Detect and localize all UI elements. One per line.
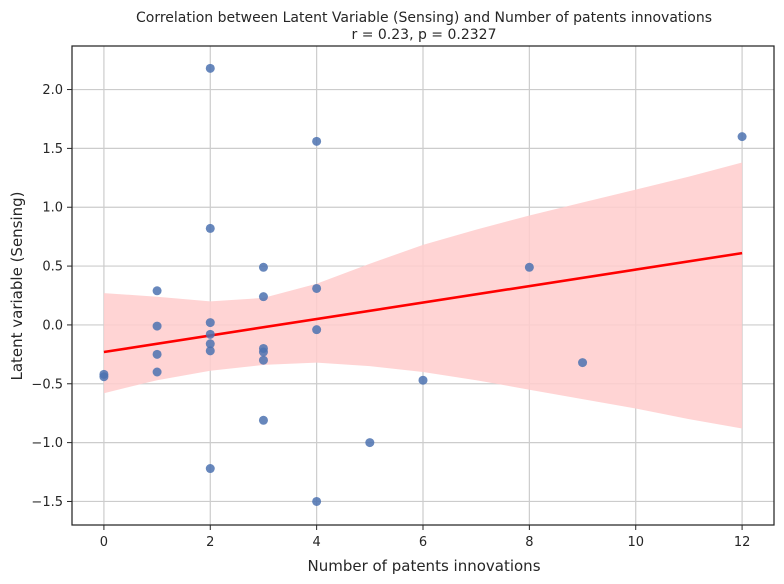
data-point [419, 376, 428, 385]
data-point [99, 372, 108, 381]
data-point [738, 132, 747, 141]
y-tick-label: 0.5 [42, 260, 63, 275]
data-point [206, 346, 215, 355]
data-point [312, 137, 321, 146]
data-point [259, 347, 268, 356]
y-axis-label: Latent variable (Sensing) [8, 191, 26, 380]
data-point [365, 438, 374, 447]
data-point [206, 318, 215, 327]
y-tick-label: 0.0 [42, 318, 63, 333]
x-tick-label: 12 [734, 535, 751, 550]
data-point [153, 322, 162, 331]
x-tick-label: 4 [312, 535, 320, 550]
data-point [153, 368, 162, 377]
x-tick-label: 0 [100, 535, 108, 550]
data-point [153, 286, 162, 295]
data-point [525, 263, 534, 272]
x-tick-label: 2 [206, 535, 214, 550]
x-axis-ticks: 0 2 4 6 8 10 12 [100, 525, 751, 550]
y-tick-label: −1.0 [31, 436, 63, 451]
data-point [206, 330, 215, 339]
data-point [206, 64, 215, 73]
data-point [312, 497, 321, 506]
data-point [259, 356, 268, 365]
x-tick-label: 8 [525, 535, 533, 550]
data-point [312, 284, 321, 293]
y-tick-label: −0.5 [31, 377, 63, 392]
data-point [312, 325, 321, 334]
x-tick-label: 10 [627, 535, 644, 550]
y-axis-ticks: −1.5 −1.0 −0.5 0.0 0.5 1.0 1.5 2.0 [31, 83, 72, 510]
data-point [259, 292, 268, 301]
data-point [259, 263, 268, 272]
chart-title: Correlation between Latent Variable (Sen… [136, 10, 712, 26]
y-tick-label: 1.0 [42, 201, 63, 216]
data-point [578, 358, 587, 367]
data-point [259, 416, 268, 425]
y-tick-label: −1.5 [31, 495, 63, 510]
y-tick-label: 2.0 [42, 83, 63, 98]
data-point [206, 464, 215, 473]
x-tick-label: 6 [419, 535, 427, 550]
data-point [153, 350, 162, 359]
x-axis-label: Number of patents innovations [307, 557, 540, 575]
data-point [206, 224, 215, 233]
chart-subtitle: r = 0.23, p = 0.2327 [352, 27, 497, 43]
y-tick-label: 1.5 [42, 142, 63, 157]
